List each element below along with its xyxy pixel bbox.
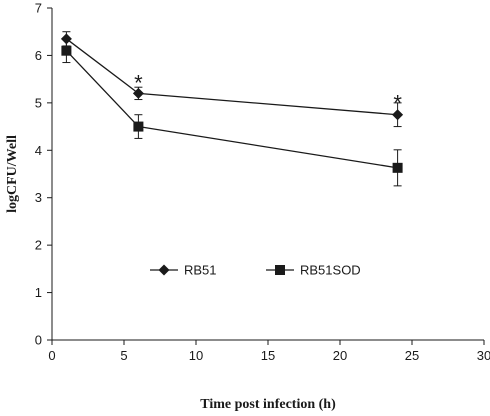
data-point [392,162,403,173]
y-tick-label: 5 [35,95,42,110]
data-point [392,109,404,121]
series-line [65,50,398,169]
legend-marker [275,265,285,275]
y-axis-title: logCFU/Well [5,135,20,213]
y-ticks: 0 1 2 3 4 5 6 7 [35,1,52,348]
series-layer [60,31,404,187]
y-tick-label: 0 [35,333,42,348]
y-tick-label: 3 [35,190,42,205]
x-tick-label: 15 [261,348,275,363]
y-tick-label: 4 [35,143,42,158]
significance-asterisk: * [393,90,402,115]
y-tick-label: 6 [35,48,42,63]
x-tick-label: 5 [120,348,127,363]
x-tick-label: 0 [48,348,55,363]
y-tick-label: 1 [35,285,42,300]
axes [51,8,484,341]
x-axis-title: Time post infection (h) [200,397,336,412]
y-tick-label: 2 [35,238,42,253]
series-rb51 [60,31,404,128]
legend-marker [158,264,170,276]
series-rb51sod [61,38,403,187]
annotation-layer: ** [134,70,402,115]
legend-label: RB51SOD [300,263,361,278]
data-point [132,87,144,99]
x-ticks: 0 5 10 15 20 25 30 [48,340,490,363]
x-tick-label: 20 [333,348,347,363]
x-tick-label: 25 [405,348,419,363]
significance-asterisk: * [134,70,143,95]
legend-item-rb51sod: RB51SOD [266,263,361,278]
legend-label: RB51 [184,263,217,278]
legend-item-rb51: RB51 [150,263,217,278]
data-point [61,45,72,56]
x-tick-label: 10 [189,348,203,363]
legend: RB51 RB51SOD [150,263,361,278]
data-point [133,121,144,132]
x-tick-label: 30 [477,348,490,363]
y-tick-label: 7 [35,1,42,16]
